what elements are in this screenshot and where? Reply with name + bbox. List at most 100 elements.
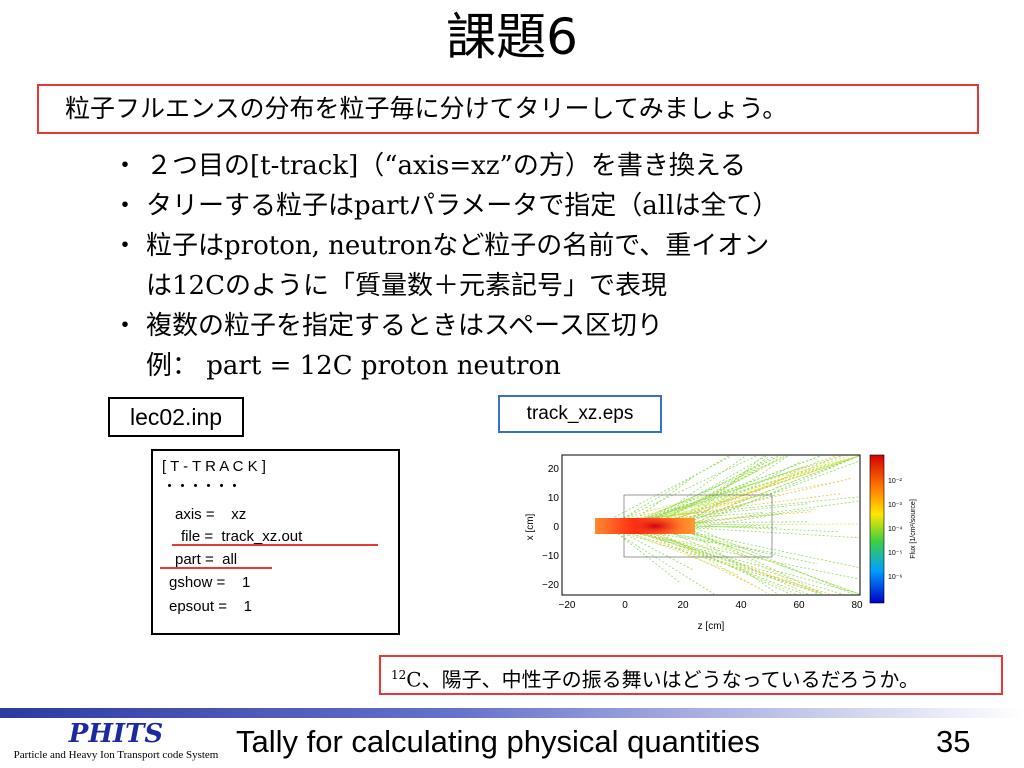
particle-track xyxy=(670,524,860,595)
footer-divider xyxy=(0,708,1024,718)
bullet-dot: ・ xyxy=(112,151,139,181)
bullet-continuation: は12Cのように「質量数＋元素記号」で表現 xyxy=(108,266,988,306)
bullet-code: all xyxy=(642,191,675,221)
bullet-list: ・ ２つ目の[t-track]（“axis=xz”の方）を書き換える ・ タリー… xyxy=(108,146,988,386)
bullet-text: 粒子は xyxy=(146,231,225,261)
particle-track xyxy=(688,525,853,595)
bullet-dot: ・ xyxy=(112,311,139,341)
particle-track xyxy=(634,455,848,530)
logo-text: PHITS xyxy=(68,719,164,749)
particle-track xyxy=(607,455,860,523)
y-tick-label: 0 xyxy=(553,522,559,533)
bullet-code: [t-track] xyxy=(250,151,359,181)
code-line-part: part = all xyxy=(175,551,238,568)
colorbar-tick: 10⁻³ xyxy=(888,502,902,509)
y-tick-label: −20 xyxy=(542,580,559,591)
code-dots: ・・・・・・ xyxy=(162,478,242,495)
x-tick-label: 80 xyxy=(851,600,863,611)
bullet-dot: ・ xyxy=(112,191,139,221)
note-element: C xyxy=(406,667,422,692)
bullet-item: ・ 粒子はproton, neutronなど粒子の名前で、重イオン xyxy=(108,226,988,266)
bullet-dot: ・ xyxy=(112,231,139,261)
particle-track xyxy=(660,455,860,524)
particle-track xyxy=(622,455,821,530)
part-underline xyxy=(160,567,272,569)
particle-track xyxy=(627,522,839,533)
particle-track xyxy=(644,530,820,593)
particle-track xyxy=(649,466,804,521)
flux-plot: −20 0 20 40 60 80 20 10 0 −10 −20 z [cm]… xyxy=(525,454,917,632)
colorbar-tick: 10⁻⁶ xyxy=(888,574,902,581)
particle-track xyxy=(641,455,785,531)
task-text: 粒子フルエンスの分布を粒子毎に分けてタリーしてみましょう。 xyxy=(65,94,788,123)
particle-track xyxy=(625,496,860,521)
file-underline xyxy=(172,544,378,546)
bullet-code: 12C xyxy=(172,271,225,301)
particle-track xyxy=(684,493,780,522)
code-line-epsout: epsout = 1 xyxy=(169,598,252,615)
input-code-box: [ T - T R A C K ] ・・・・・・ axis = xz file … xyxy=(151,449,400,635)
particle-track xyxy=(609,455,757,526)
particle-track xyxy=(670,455,860,529)
task-box: 粒子フルエンスの分布を粒子毎に分けてタリーしてみましょう。 xyxy=(37,84,979,134)
question-note: 12C、陽子、中性子の振る舞いはどうなっているだろうか。 xyxy=(379,655,1003,695)
bullet-text: は xyxy=(146,271,173,301)
bullet-text: など粒子の名前で、重イオン xyxy=(432,231,770,261)
bullet-item: ・ ２つ目の[t-track]（“axis=xz”の方）を書き換える xyxy=(108,146,988,186)
particle-track xyxy=(635,527,763,591)
x-tick-label: 60 xyxy=(793,600,805,611)
particle-track xyxy=(624,455,843,525)
particle-track xyxy=(620,527,842,595)
code-line-file: file = track_xz.out xyxy=(181,528,303,545)
y-tick-label: 10 xyxy=(548,493,560,504)
particle-track xyxy=(620,528,739,576)
y-axis-label: x [cm] xyxy=(525,513,536,540)
bullet-text: 複数の粒子を指定するときはスペース区切り xyxy=(146,311,663,341)
colorbar-label: Flux [1/cm²/source] xyxy=(910,499,917,559)
particle-track xyxy=(686,529,778,595)
slide-title: 課題6 xyxy=(446,8,578,66)
bullet-text: の方）を書き換える xyxy=(512,151,747,181)
x-tick-label: 20 xyxy=(677,600,689,611)
particle-track xyxy=(648,512,765,522)
bullet-code: part xyxy=(354,191,410,221)
particle-track xyxy=(601,526,824,595)
bullet-text: ２つ目の xyxy=(146,151,251,181)
particle-track xyxy=(620,477,693,531)
particle-track xyxy=(613,528,830,595)
colorbar-tick: 10⁻² xyxy=(888,478,902,485)
code-line-axis: axis = xz xyxy=(175,506,247,523)
particle-track xyxy=(634,530,860,595)
beam-core xyxy=(625,516,685,536)
x-tick-label: 0 xyxy=(622,600,628,611)
particle-track xyxy=(634,520,770,527)
bullet-item: ・ 複数の粒子を指定するときはスペース区切り xyxy=(108,306,988,346)
particle-track xyxy=(647,455,860,526)
particle-track xyxy=(605,511,813,530)
bullet-text: パラメータで指定（ xyxy=(409,191,643,221)
particle-track xyxy=(679,455,789,529)
bullet-item: ・ タリーする粒子はpartパラメータで指定（allは全て） xyxy=(108,186,988,226)
particle-track xyxy=(675,508,816,526)
colorbar xyxy=(869,454,885,604)
particle-track xyxy=(676,528,860,568)
bullet-code: “axis=xz” xyxy=(384,151,513,181)
x-tick-label: 40 xyxy=(735,600,747,611)
particle-track xyxy=(679,461,801,525)
particle-track xyxy=(611,528,680,583)
particle-track xyxy=(631,455,860,525)
particle-track xyxy=(626,530,739,553)
logo-subtitle: Particle and Heavy Ion Transport code Sy… xyxy=(13,749,219,761)
note-text: 、陽子、中性子の振る舞いはどうなっているだろうか。 xyxy=(421,667,919,692)
code-line-gshow: gshow = 1 xyxy=(169,574,251,591)
bullet-text: （ xyxy=(358,151,385,181)
bullet-code: proton, neutron xyxy=(224,231,433,261)
bullet-text: 例： xyxy=(146,351,199,381)
y-tick-label: −10 xyxy=(542,551,559,562)
particle-track xyxy=(608,480,842,521)
particle-track xyxy=(679,523,860,526)
particle-track xyxy=(611,529,715,595)
bullet-text: は全て） xyxy=(674,191,779,221)
bullet-code: part = 12C proton neutron xyxy=(198,351,561,381)
y-tick-label: 20 xyxy=(548,464,560,475)
